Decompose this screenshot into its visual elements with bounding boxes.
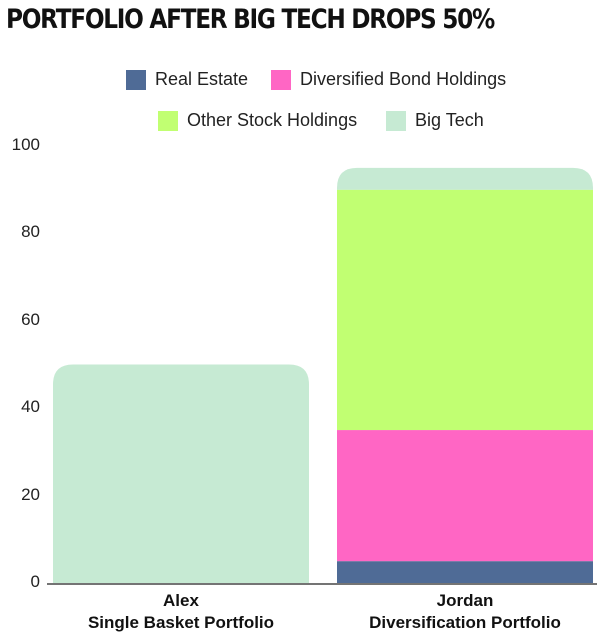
legend-swatch	[271, 69, 291, 90]
y-tick-label: 60	[21, 309, 40, 329]
y-tick-label: 0	[30, 572, 40, 591]
legend-item-diversified-bond-holdings: Diversified Bond Holdings	[271, 69, 506, 90]
category-name: Jordan	[436, 591, 494, 610]
legend-item-other-stock-holdings: Other Stock Holdings	[158, 110, 357, 131]
legend-label: Real Estate	[155, 69, 249, 89]
bar-alex-big-tech	[53, 364, 309, 583]
legend-swatch	[158, 110, 178, 131]
legend-label: Diversified Bond Holdings	[300, 69, 507, 89]
y-tick-label: 40	[21, 397, 40, 417]
bar-jordan-other-stock-holdings	[337, 189, 593, 431]
legend-item-real-estate: Real Estate	[126, 69, 248, 90]
legend-item-big-tech: Big Tech	[386, 110, 484, 131]
x-category-label: Jordan Diversification Portfolio	[307, 590, 601, 634]
legend-label: Other Stock Holdings	[187, 110, 358, 130]
legend-swatch	[126, 69, 146, 90]
legend-swatch	[386, 110, 406, 131]
bar-jordan-real-estate	[337, 561, 593, 583]
y-tick-label: 100	[11, 135, 40, 154]
x-category-label: Alex Single Basket Portfolio	[23, 590, 339, 634]
category-name: Alex	[163, 591, 199, 610]
legend-label: Big Tech	[415, 110, 484, 130]
y-tick-label: 80	[21, 222, 40, 242]
y-tick-label: 20	[21, 484, 40, 504]
category-subtitle: Diversification Portfolio	[369, 613, 561, 632]
bar-jordan-big-tech	[337, 167, 593, 190]
category-subtitle: Single Basket Portfolio	[87, 613, 275, 632]
bar-jordan-diversified-bond-holdings	[337, 430, 593, 562]
chart-title: PORTFOLIO AFTER BIG TECH DROPS 50%	[6, 4, 495, 35]
